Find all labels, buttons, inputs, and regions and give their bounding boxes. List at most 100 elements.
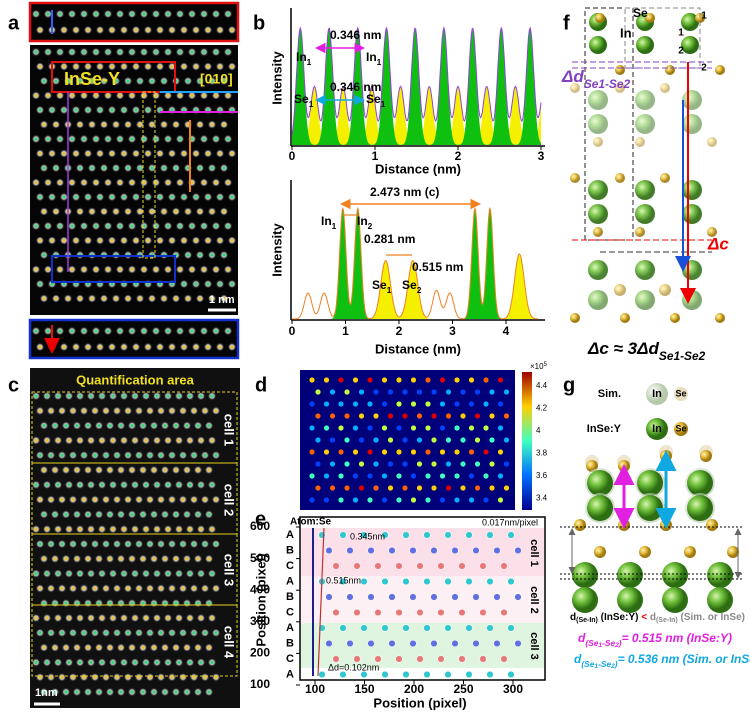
label: 2 <box>678 46 684 57</box>
dot <box>329 437 336 443</box>
atom-fit <box>118 329 122 333</box>
atom <box>660 173 670 183</box>
atom <box>635 290 655 310</box>
dot <box>468 473 475 479</box>
atom-fit <box>133 571 137 576</box>
atom-fit <box>97 645 101 650</box>
text-run: -Se <box>598 659 611 669</box>
dot <box>358 461 365 467</box>
atom <box>615 65 625 75</box>
atom-fit <box>222 253 226 257</box>
label: 2 <box>701 63 707 74</box>
dot <box>483 497 489 503</box>
atom-fit <box>170 64 174 69</box>
dot <box>445 389 452 395</box>
colorbar-tick-label: 3.4 <box>536 494 548 503</box>
atom-fit <box>54 209 58 214</box>
cell-label: cell 2 <box>222 484 237 517</box>
atom-fit <box>34 660 38 665</box>
atom-fit <box>119 423 123 428</box>
atom-fit <box>192 586 196 591</box>
stem-image <box>30 368 240 708</box>
atom <box>662 562 688 588</box>
dot <box>489 485 495 491</box>
atom-fit <box>64 601 68 605</box>
atom-fit <box>226 50 230 54</box>
atom-fit <box>34 616 38 620</box>
atom-fit <box>192 542 196 546</box>
atom-fit <box>42 557 46 561</box>
atom-fit <box>50 282 54 286</box>
atom-fit <box>194 345 198 349</box>
atom-label: In <box>652 423 662 435</box>
atom <box>416 655 424 663</box>
atom-fit <box>86 28 90 32</box>
atom-fit <box>110 108 114 112</box>
atom-fit <box>67 571 71 576</box>
atom-fit <box>108 557 112 561</box>
atom <box>423 624 431 632</box>
atom-fit <box>108 468 112 472</box>
panel-c <box>30 368 240 708</box>
dot <box>309 449 315 455</box>
atom-fit <box>104 453 108 458</box>
atom <box>514 546 522 555</box>
atom-fit <box>86 690 90 694</box>
atom-fit <box>134 345 138 349</box>
atom-fit <box>155 527 159 531</box>
dot <box>410 473 417 479</box>
atom-fit <box>89 571 93 576</box>
atom-fit <box>86 423 90 428</box>
atom <box>700 450 712 462</box>
atom-fit <box>152 512 156 517</box>
dot <box>445 485 452 491</box>
panel-label: f <box>563 12 570 34</box>
atom-fit <box>104 586 108 591</box>
atom-fit <box>74 108 78 112</box>
atom-fit <box>100 616 104 620</box>
atom-fit <box>130 557 134 561</box>
atom-fit <box>174 209 178 214</box>
atom-fit <box>203 497 207 502</box>
atom-fit <box>188 571 192 576</box>
atom-fit <box>93 542 97 546</box>
atom <box>682 204 702 224</box>
atom-fit <box>58 180 62 185</box>
text-run: 2 <box>417 285 422 295</box>
atom-fit <box>46 137 50 141</box>
dot <box>454 377 460 383</box>
profile-line <box>292 206 539 320</box>
atom-fit <box>130 137 134 141</box>
dot <box>387 389 394 395</box>
atom-fit <box>100 438 104 443</box>
atom-fit <box>166 93 170 98</box>
dot <box>460 413 466 419</box>
atom-fit <box>190 180 194 185</box>
atom-fit <box>78 616 82 620</box>
atom-fit <box>150 79 154 83</box>
text-run: Se <box>372 278 387 292</box>
x-tick-label: 3 <box>538 149 545 163</box>
atom-fit <box>207 645 211 650</box>
text-run: d <box>578 631 586 645</box>
atom <box>339 670 347 679</box>
atom-fit <box>75 690 79 694</box>
atom <box>374 562 382 570</box>
atom-fit <box>119 601 123 605</box>
atom-fit <box>130 329 134 333</box>
atom <box>430 593 438 601</box>
atom-fit <box>130 468 134 472</box>
atom-fit <box>141 557 145 561</box>
atom-fit <box>106 180 110 185</box>
atom-fit <box>194 195 198 199</box>
atom <box>637 495 663 521</box>
stacking-label: B <box>286 544 294 556</box>
atom-fit <box>218 195 222 199</box>
y-tick-label: 500 <box>250 551 270 565</box>
atom-fit <box>148 497 152 502</box>
atom-fit <box>158 151 162 156</box>
dot <box>315 413 321 419</box>
x-tick-label: 4 <box>503 324 510 338</box>
atom <box>479 562 487 570</box>
atom-fit <box>230 64 234 69</box>
